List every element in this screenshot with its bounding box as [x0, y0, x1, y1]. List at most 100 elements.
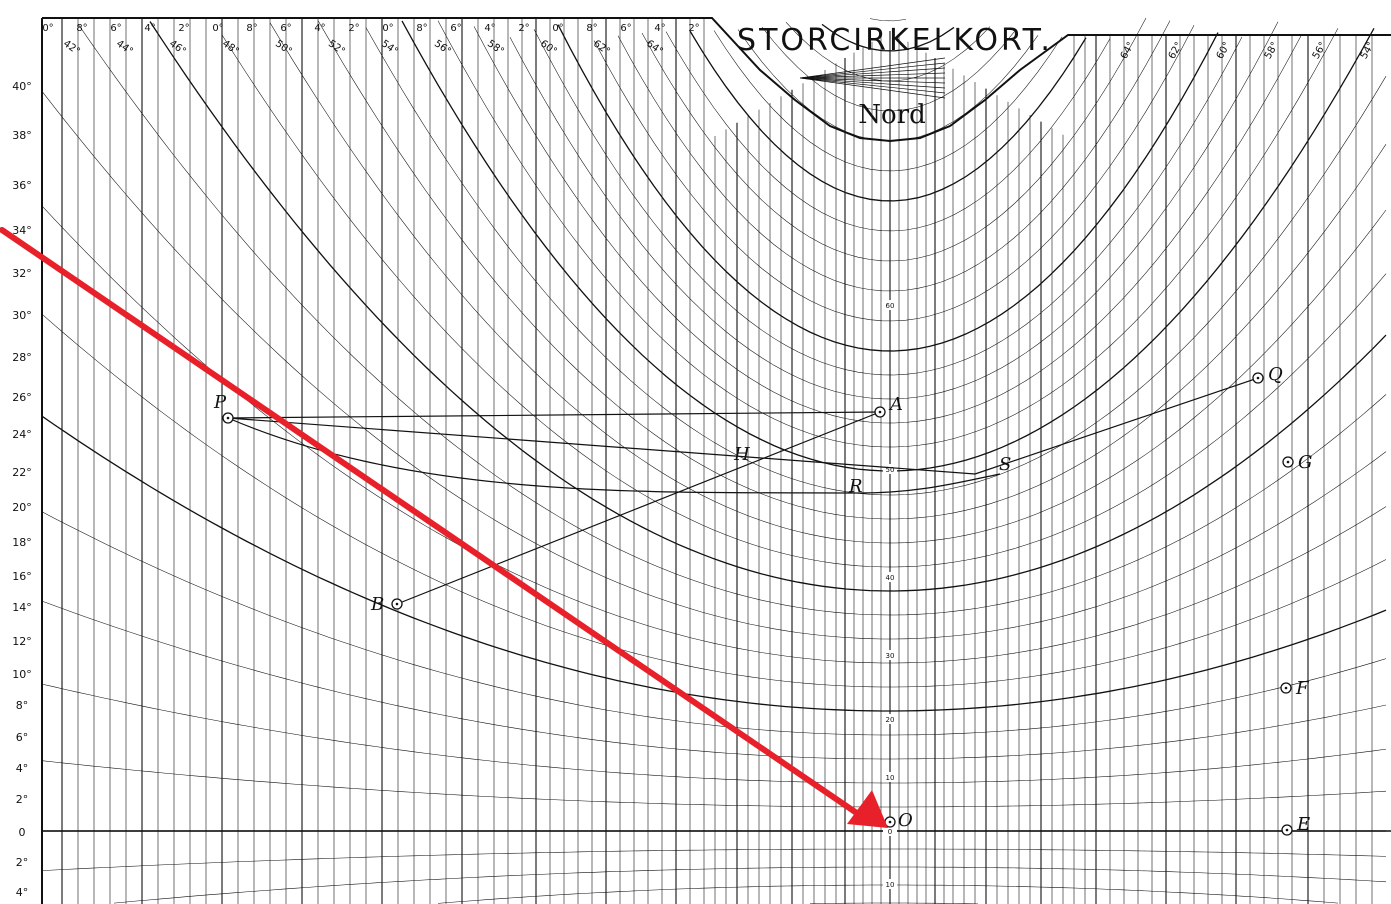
latitude-curve [821, 23, 955, 52]
latitude-curve [41, 205, 1387, 664]
wedge-ray [799, 77, 946, 99]
wedge-ray [799, 77, 946, 89]
latitude-label: 12° [12, 635, 32, 648]
center-scale-label: 0 [888, 828, 892, 836]
chart-frame [41, 17, 1391, 904]
latitude-curve [617, 20, 1171, 292]
point-dot [395, 602, 399, 606]
top-scale-label: 4° [654, 23, 665, 34]
point-dot [878, 410, 882, 414]
latitude-label: 36° [12, 179, 32, 192]
red-arrow-head [847, 790, 888, 828]
center-label-bg [883, 572, 897, 582]
wedge-ray [799, 57, 946, 79]
latitude-curve [41, 511, 1387, 736]
latitude-curve [689, 30, 1087, 202]
top-scale-label: 4° [484, 23, 495, 34]
latitude-curve [473, 26, 1303, 424]
latitude-curve [149, 21, 1387, 592]
point-a-label: A [888, 394, 903, 415]
latitude-curve [761, 26, 1015, 112]
chart-grid [41, 17, 1391, 904]
point-f-label: F [1295, 678, 1310, 699]
top-scale-label: 4° [314, 23, 325, 34]
center-label-bg [883, 714, 897, 724]
point-o-label: O [898, 810, 913, 831]
top-scale-label: 8° [586, 23, 597, 34]
red-arrow-shaft [0, 227, 867, 821]
center-scale-label: 50 [886, 466, 895, 474]
latitude-curve [713, 30, 1063, 172]
route-s-q [974, 377, 1259, 475]
top-border [42, 17, 1391, 143]
latitude-curve [41, 683, 1387, 784]
center-scale-label: 10 [886, 881, 895, 889]
wedge-ray [799, 77, 946, 94]
top-scale-label: 4° [144, 23, 155, 34]
latitude-curve [869, 18, 907, 22]
top-scale-label: 0° [42, 23, 53, 34]
point-dot [1286, 460, 1290, 464]
point-e-label: E [1296, 814, 1310, 835]
route-lines [227, 377, 1259, 605]
latitude-label: 28° [12, 351, 32, 364]
top-scale-label: 0° [382, 23, 393, 34]
wedge-ray [799, 67, 946, 79]
top-scale-label: 2° [688, 23, 699, 34]
latitude-curve [41, 848, 1387, 871]
latitude-curve [41, 415, 1387, 712]
latitude-curve [317, 20, 1387, 520]
point-g-label: G [1298, 452, 1312, 473]
point-dot [1285, 828, 1289, 832]
center-label-bg [883, 650, 897, 660]
latitude-curve [809, 902, 979, 904]
latitude-label: 32° [12, 267, 32, 280]
marked-points: P A Q H R S G B F O E [213, 364, 1312, 836]
center-label-bg [883, 826, 897, 836]
scale-labels: 40° 38° 36° 34° 32° 30° 28° 26° 24° 22° 20° 18° 16° 1… [12, 23, 1377, 899]
top-scale-label: 6° [280, 23, 291, 34]
latitude-curve [41, 91, 1387, 640]
point-s-label: S [999, 454, 1011, 475]
chart-subtitle: Nord [858, 100, 925, 130]
point-dot [888, 820, 892, 824]
top-scale-label: 6° [450, 23, 461, 34]
top-scale-label: 8° [246, 23, 257, 34]
center-scale-label: 10 [886, 774, 895, 782]
latitude-curve [365, 27, 1387, 496]
wedge-ray [799, 77, 946, 84]
latitude-curve [41, 313, 1387, 688]
center-scale-label: 30 [886, 652, 895, 660]
latitude-curve [509, 21, 1279, 400]
point-dot [1256, 376, 1260, 380]
latitude-curve [77, 23, 1387, 616]
red-arrow [0, 227, 888, 828]
latitude-label: 24° [12, 428, 32, 441]
point-p-label: P [213, 392, 227, 413]
top-scale-label: 8° [76, 23, 87, 34]
latitude-curve [221, 34, 1387, 568]
top-scale-label: 6° [110, 23, 121, 34]
center-label-bg [883, 772, 897, 782]
latitude-curve [269, 22, 1387, 544]
latitude-label: 0 [19, 826, 26, 839]
top-scale-label: 8° [416, 23, 427, 34]
latitude-label: 2° [16, 856, 29, 869]
latitude-curve [41, 600, 1387, 760]
point-r-label: R [848, 476, 863, 497]
wedge-ray [799, 62, 946, 79]
latitude-curve [593, 25, 1195, 322]
latitude-label: 30° [12, 309, 32, 322]
top-scale-label: 6° [620, 23, 631, 34]
latitude-label: 10° [12, 668, 32, 681]
top-scale-label: 2° [518, 23, 529, 34]
latitude-label: 22° [12, 466, 32, 479]
point-h-label: H [733, 444, 750, 465]
point-b-label: B [370, 594, 384, 615]
latitude-label: 4° [16, 762, 29, 775]
top-scale-label: 0° [212, 23, 223, 34]
center-label-bg [883, 464, 897, 474]
latitude-label: 40° [12, 80, 32, 93]
center-scale-label: 60 [886, 302, 895, 310]
